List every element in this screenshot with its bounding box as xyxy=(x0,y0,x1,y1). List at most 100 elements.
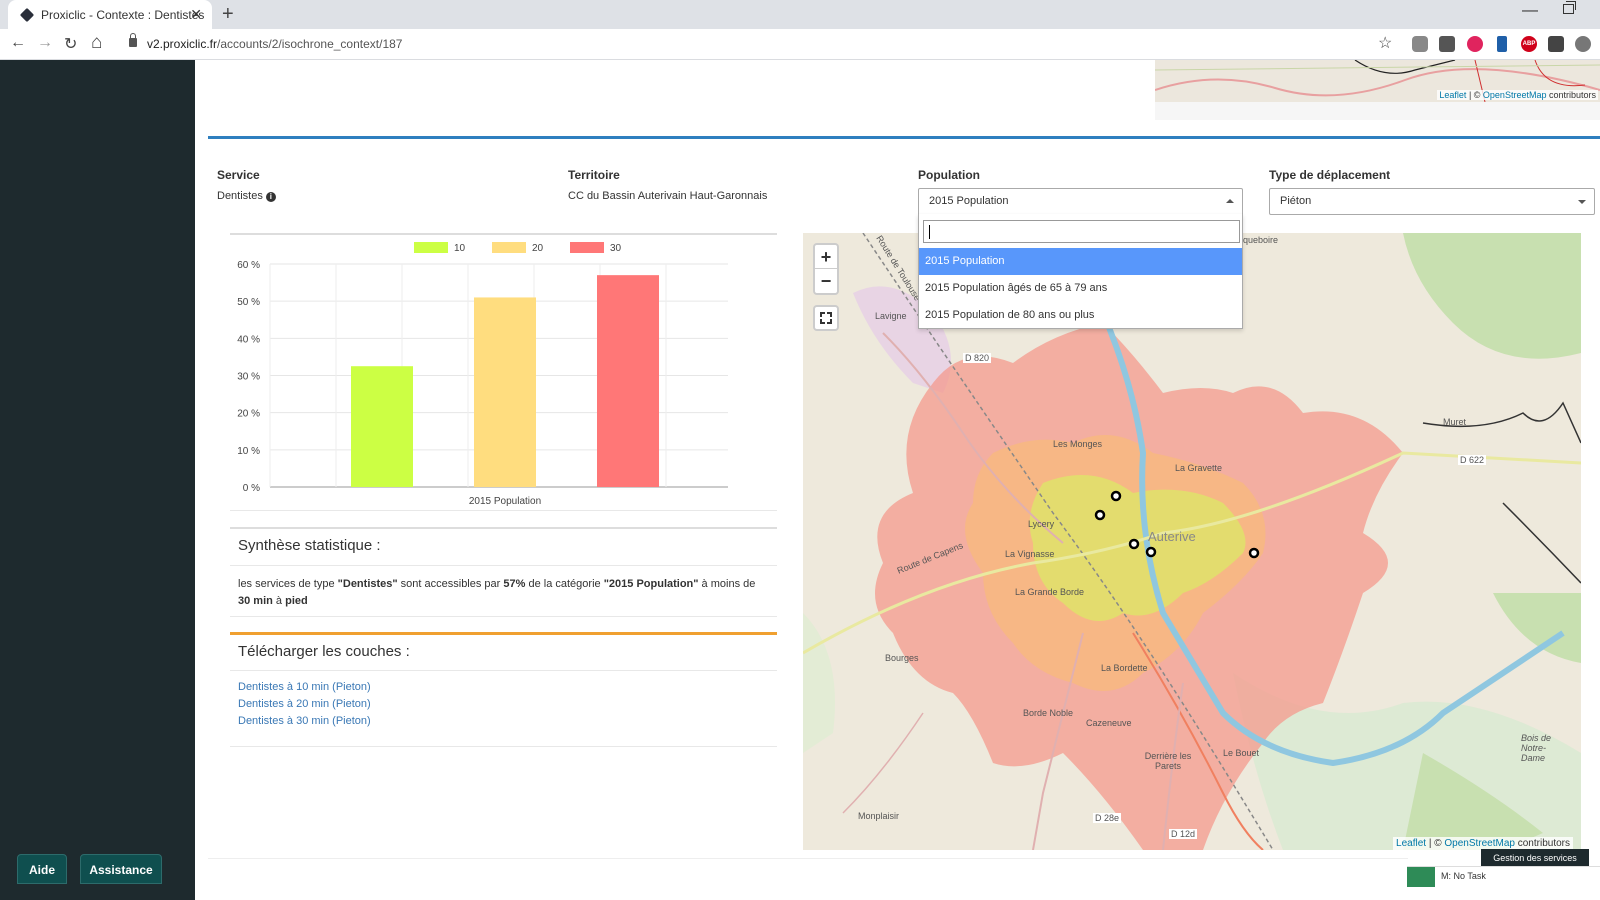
population-label: Population xyxy=(918,168,980,182)
chart-y-tick-label: 50 % xyxy=(237,297,260,308)
synth-service: "Dentistes" xyxy=(337,578,398,590)
home-button[interactable]: ⌂ xyxy=(91,32,103,53)
chart-y-tick-label: 40 % xyxy=(237,334,260,345)
chart-y-tick-label: 0 % xyxy=(243,483,260,494)
download-title: Télécharger les couches : xyxy=(238,643,410,660)
chart-legend-label: 20 xyxy=(532,243,544,254)
overview-osm-link[interactable]: OpenStreetMap xyxy=(1482,90,1547,100)
download-link-20min[interactable]: Dentistes à 20 min (Pieton) xyxy=(238,698,371,710)
download-title-divider xyxy=(230,670,777,671)
gestion-services-button[interactable]: Gestion des services xyxy=(1481,849,1589,867)
overview-attr-tail: contributors xyxy=(1546,90,1596,100)
back-button[interactable]: ← xyxy=(10,34,26,51)
synth-percent: 57% xyxy=(503,578,526,590)
window-minimize-button[interactable]: — xyxy=(1522,2,1538,19)
download-link-30min[interactable]: Dentistes à 30 min (Pieton) xyxy=(238,715,371,727)
chart-y-tick-label: 10 % xyxy=(237,446,260,457)
map-zoom-control: + − xyxy=(813,243,839,295)
map-label: Borde Noble xyxy=(1023,708,1074,718)
chart-legend-label: 30 xyxy=(610,243,622,254)
chart-bar xyxy=(474,297,536,487)
forward-button[interactable]: → xyxy=(37,34,53,51)
chart-panel-top-border xyxy=(230,233,777,235)
map-label: queboire xyxy=(1243,235,1279,245)
browser-addressbar: ← → ↻ ⌂ v2.proxiclic.fr/accounts/2/isoch… xyxy=(0,29,1600,60)
overview-leaflet-link[interactable]: Leaflet xyxy=(1439,90,1467,100)
osm-link[interactable]: OpenStreetMap xyxy=(1444,838,1515,849)
map-label: Bois de Notre-Dame xyxy=(1521,733,1552,763)
fullscreen-icon xyxy=(827,312,832,317)
map-label: Derrière les Parets xyxy=(1144,751,1192,771)
assistance-button[interactable]: Assistance xyxy=(80,854,162,884)
tab-close-icon[interactable]: ✕ xyxy=(190,6,202,22)
map-label: D 622 xyxy=(1458,455,1487,465)
population-search-input[interactable] xyxy=(923,220,1240,243)
map-attribution: Leaflet | © OpenStreetMap contributors xyxy=(1393,837,1573,850)
task-widget[interactable]: M: No Task xyxy=(1407,866,1600,887)
chart-legend-swatch xyxy=(492,242,526,253)
service-name: Dentistes xyxy=(217,190,263,202)
map-label: Bourges xyxy=(885,653,919,663)
bookmark-star-icon[interactable]: ☆ xyxy=(1378,35,1393,52)
territory-label: Territoire xyxy=(568,168,620,182)
population-option[interactable]: 2015 Population xyxy=(919,248,1242,275)
map-label: Lavigne xyxy=(875,311,907,321)
zoom-out-button[interactable]: − xyxy=(820,271,832,291)
map-label: Muret xyxy=(1443,417,1467,427)
url-path: /accounts/2/isochrone_context/187 xyxy=(217,37,403,51)
isochrone-map[interactable]: Lavigne D 820 Les Monges La Gravette Lyc… xyxy=(803,233,1581,850)
map-label: D 12d xyxy=(1169,829,1198,839)
chart-legend-swatch xyxy=(414,242,448,253)
service-label: Service xyxy=(217,168,260,182)
territory-value: CC du Bassin Auterivain Haut-Garonnais xyxy=(568,190,768,202)
adblock-icon[interactable]: ABP xyxy=(1521,36,1537,52)
url-domain: v2.proxiclic.fr xyxy=(147,37,218,51)
url-field[interactable]: v2.proxiclic.fr/accounts/2/isochrone_con… xyxy=(147,37,402,51)
profile-avatar-icon[interactable] xyxy=(1575,36,1591,52)
fullscreen-button[interactable] xyxy=(813,305,839,331)
download-panel-border xyxy=(230,632,777,635)
lock-icon[interactable] xyxy=(129,33,137,47)
chart-y-tick-label: 20 % xyxy=(237,409,260,420)
chart-bar xyxy=(351,366,413,487)
population-dropdown: 2015 Population 2015 Population âgés de … xyxy=(918,214,1243,329)
travel-type-select-value: Piéton xyxy=(1280,195,1312,207)
leaflet-link[interactable]: Leaflet xyxy=(1396,838,1427,849)
download-link-10min[interactable]: Dentistes à 10 min (Pieton) xyxy=(238,681,371,693)
reload-button[interactable]: ↻ xyxy=(64,36,78,53)
task-badge-icon xyxy=(1407,867,1435,887)
synth-category: "2015 Population" xyxy=(603,578,699,590)
window-restore-button[interactable] xyxy=(1563,1,1576,14)
help-button[interactable]: Aide xyxy=(17,854,67,884)
population-option[interactable]: 2015 Population âgés de 65 à 79 ans xyxy=(925,282,1108,294)
map-label: Lycery xyxy=(1028,519,1055,529)
extension-bars-icon[interactable] xyxy=(1497,36,1507,52)
zoom-in-button[interactable]: + xyxy=(815,245,837,269)
map-label: La Vignasse xyxy=(1005,549,1055,559)
population-select[interactable]: 2015 Population xyxy=(918,188,1243,215)
fullscreen-icon xyxy=(827,319,832,324)
extension-red-circle-icon[interactable] xyxy=(1467,36,1483,52)
overview-map[interactable]: Leaflet | © OpenStreetMap contributors xyxy=(1155,60,1600,102)
overview-attr-sep: | © xyxy=(1466,90,1483,100)
extension-cloud-icon[interactable] xyxy=(1412,36,1428,52)
chart-legend-label: 10 xyxy=(454,243,466,254)
tab-title: Proxiclic - Contexte : Dentistes xyxy=(41,8,205,22)
text-caret xyxy=(929,225,930,239)
info-icon[interactable]: i xyxy=(265,192,276,202)
browser-tabbar: Proxiclic - Contexte : Dentistes ✕ + — xyxy=(0,0,1600,29)
extensions-menu-icon[interactable] xyxy=(1548,36,1564,52)
app-sidebar xyxy=(0,60,195,900)
population-option[interactable]: 2015 Population de 80 ans ou plus xyxy=(925,309,1095,321)
travel-type-select[interactable]: Piéton xyxy=(1269,188,1595,215)
task-status: M: No Task xyxy=(1441,871,1486,881)
isochrone-map-layers xyxy=(803,233,1581,850)
new-tab-button[interactable]: + xyxy=(222,3,234,25)
download-bottom-border xyxy=(230,746,777,747)
browser-tab[interactable]: Proxiclic - Contexte : Dentistes ✕ xyxy=(8,0,212,29)
map-attr-tail: contributors xyxy=(1514,838,1570,849)
map-label: Le Bouet xyxy=(1223,748,1260,758)
map-label: Monplaisir xyxy=(858,811,900,821)
extension-puzzle-icon[interactable] xyxy=(1439,36,1455,52)
map-label-auterive: Auterive xyxy=(1148,529,1196,544)
